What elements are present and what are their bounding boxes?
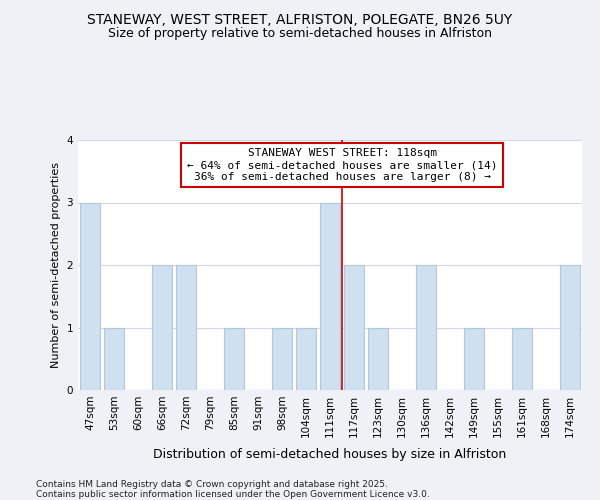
Bar — [368, 328, 388, 390]
Text: STANEWAY WEST STREET: 118sqm
← 64% of semi-detached houses are smaller (14)
36% : STANEWAY WEST STREET: 118sqm ← 64% of se… — [187, 148, 497, 182]
Text: Size of property relative to semi-detached houses in Alfriston: Size of property relative to semi-detach… — [108, 28, 492, 40]
Text: Contains HM Land Registry data © Crown copyright and database right 2025.
Contai: Contains HM Land Registry data © Crown c… — [36, 480, 430, 500]
Bar — [176, 265, 196, 390]
Y-axis label: Number of semi-detached properties: Number of semi-detached properties — [51, 162, 61, 368]
Bar — [560, 265, 580, 390]
Bar — [320, 202, 340, 390]
Bar — [512, 328, 532, 390]
Bar — [464, 328, 484, 390]
Bar — [344, 265, 364, 390]
Bar — [224, 328, 244, 390]
Text: STANEWAY, WEST STREET, ALFRISTON, POLEGATE, BN26 5UY: STANEWAY, WEST STREET, ALFRISTON, POLEGA… — [88, 12, 512, 26]
Bar — [416, 265, 436, 390]
Bar — [272, 328, 292, 390]
Bar — [296, 328, 316, 390]
Bar — [104, 328, 124, 390]
Bar — [80, 202, 100, 390]
X-axis label: Distribution of semi-detached houses by size in Alfriston: Distribution of semi-detached houses by … — [154, 448, 506, 461]
Bar — [152, 265, 172, 390]
